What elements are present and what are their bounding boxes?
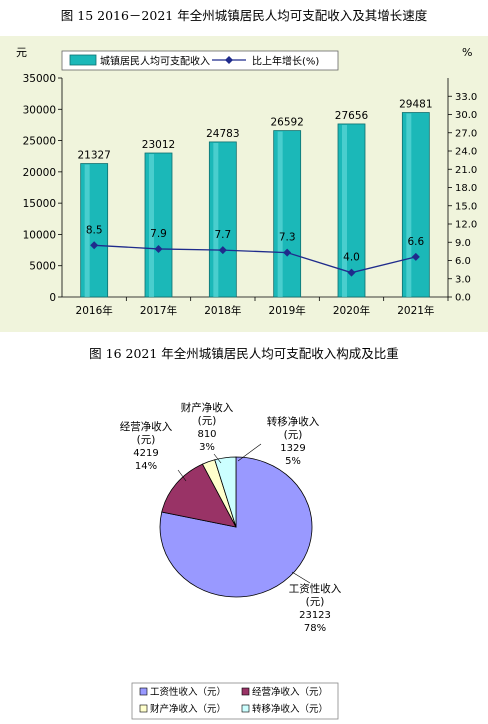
line-series: 8.5 7.9 7.7 7.3 4.0 6.6 — [86, 224, 424, 277]
slice-percent-property: 3% — [199, 442, 215, 453]
left-tick-label: 30000 — [23, 104, 56, 116]
slice-value-business: 4219 — [133, 448, 158, 459]
pie-legend-box — [131, 682, 339, 720]
slice-unit-business: (元) — [137, 434, 156, 446]
left-tick-label: 0 — [49, 292, 56, 304]
bar-value-label: 29481 — [399, 99, 432, 111]
bar-highlight — [213, 142, 219, 297]
slice-unit-property: (元) — [198, 415, 217, 427]
x-tick-label: 2021年 — [397, 304, 434, 317]
growth-value-label: 7.9 — [150, 228, 167, 240]
pie-legend-swatch — [139, 687, 148, 696]
bar-value-label: 27656 — [335, 110, 369, 122]
pie-legend-swatch — [139, 704, 148, 713]
figure-16-caption: 图 16 2021 年全州城镇居民人均可支配收入构成及比重 — [89, 346, 399, 361]
right-tick-label: 12.0 — [455, 220, 477, 231]
growth-marker — [283, 248, 292, 257]
bar-highlight — [149, 154, 154, 297]
bar-highlight — [277, 131, 283, 297]
right-tick-label: 6.0 — [455, 256, 471, 267]
legend-bar-swatch — [69, 54, 97, 66]
bar-highlight — [406, 113, 412, 297]
bar-highlight — [84, 164, 90, 297]
bar-series: 21327 23012 24783 26592 27656 29481 — [77, 99, 433, 298]
slice-value-property: 810 — [197, 429, 216, 440]
leader-line-business — [177, 469, 187, 482]
slice-name-transfer: 转移净收入 — [267, 415, 320, 428]
pie-legend-swatch — [241, 704, 250, 713]
income-composition-pie: 工资性收入(元)2312378%经营净收入(元)421914%财产净收入(元)8… — [120, 401, 342, 720]
bar-value-label: 23012 — [142, 139, 175, 151]
legend-box — [61, 50, 339, 71]
slice-unit-wage: (元) — [306, 596, 325, 608]
bar-highlight — [342, 124, 347, 297]
slice-percent-business: 14% — [135, 461, 157, 472]
legend-line-marker — [225, 56, 233, 64]
slice-name-wage: 工资性收入 — [289, 582, 342, 595]
right-tick-label: 33.0 — [455, 92, 477, 103]
growth-value-label: 4.0 — [343, 252, 360, 264]
pie-legend-label: 经营净收入（元） — [252, 686, 328, 698]
slice-unit-transfer: (元) — [284, 429, 303, 441]
left-tick-label: 25000 — [23, 136, 56, 148]
x-tick-label: 2016年 — [76, 304, 113, 317]
leader-line-transfer — [237, 443, 262, 462]
chart-legend: 城镇居民人均可支配收入 比上年增长(%) — [61, 50, 339, 71]
growth-value-label: 7.7 — [214, 229, 231, 241]
right-tick-label: 15.0 — [455, 201, 477, 212]
pie-legend-label: 转移净收入（元） — [252, 703, 328, 715]
right-tick-label: 24.0 — [455, 147, 477, 158]
pie-slice-transfer — [214, 456, 237, 528]
growth-marker — [154, 244, 163, 253]
bar-value-label: 21327 — [77, 150, 110, 162]
axes: 0 5000 10000 15000 20000 25000 30000 35000 0.0 3.… — [23, 73, 478, 317]
right-tick-label: 27.0 — [455, 128, 477, 139]
pie-legend-label: 工资性收入（元） — [150, 686, 226, 698]
pie-legend-label: 财产净收入（元） — [150, 703, 226, 715]
x-tick-label: 2018年 — [204, 304, 241, 317]
legend-line-label: 比上年增长(%) — [252, 55, 319, 68]
growth-marker — [347, 268, 356, 277]
left-axis-unit: 元 — [16, 46, 27, 59]
growth-marker — [411, 252, 420, 261]
x-tick-label: 2020年 — [333, 304, 370, 317]
legend-bar-label: 城镇居民人均可支配收入 — [100, 55, 210, 68]
growth-marker — [218, 246, 227, 255]
growth-value-label: 7.3 — [279, 232, 296, 244]
left-tick-label: 35000 — [23, 73, 56, 85]
pie-slice-business — [161, 463, 237, 528]
slice-value-wage: 23123 — [299, 610, 331, 621]
slice-name-business: 经营净收入 — [120, 420, 173, 433]
slice-name-property: 财产净收入 — [181, 401, 234, 414]
bar-value-label: 26592 — [270, 117, 303, 129]
left-tick-label: 10000 — [23, 229, 56, 241]
bar-value-label: 24783 — [206, 128, 239, 140]
leader-line-wage — [291, 571, 311, 584]
right-tick-label: 30.0 — [455, 110, 477, 121]
slice-value-transfer: 1329 — [280, 443, 305, 454]
slice-percent-wage: 78% — [304, 623, 326, 634]
right-tick-label: 3.0 — [455, 274, 471, 285]
figure-15-caption: 图 15 2016－2021 年全州城镇居民人均可支配收入及其增长速度 — [60, 8, 428, 23]
growth-line — [94, 244, 416, 274]
growth-marker — [90, 241, 99, 250]
x-tick-label: 2019年 — [269, 304, 306, 317]
left-tick-label: 15000 — [23, 198, 56, 210]
x-tick-label: 2017年 — [140, 304, 177, 317]
left-tick-label: 5000 — [29, 261, 56, 273]
right-tick-label: 21.0 — [455, 165, 477, 176]
pie-legend-swatch — [241, 687, 250, 696]
right-axis-unit: % — [462, 46, 472, 59]
slice-percent-transfer: 5% — [285, 456, 301, 467]
right-tick-label: 9.0 — [455, 238, 471, 249]
right-tick-label: 18.0 — [455, 183, 477, 194]
right-tick-label: 0.0 — [455, 293, 471, 304]
left-tick-label: 20000 — [23, 167, 56, 179]
growth-value-label: 6.6 — [407, 236, 424, 248]
leader-line-property — [213, 453, 222, 464]
growth-value-label: 8.5 — [86, 224, 103, 236]
